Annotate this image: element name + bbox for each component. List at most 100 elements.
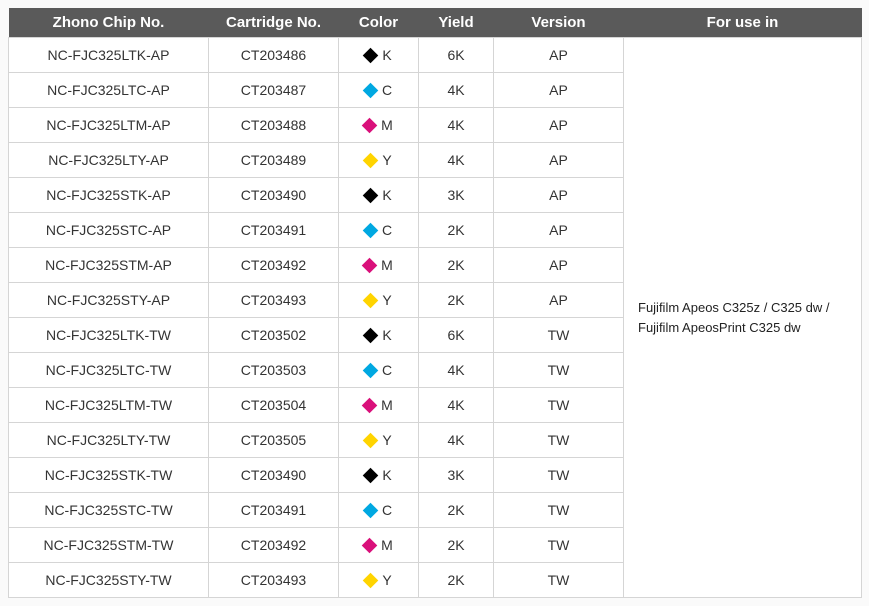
cell-version: TW <box>494 528 624 563</box>
cell-chip: NC-FJC325LTK-TW <box>9 318 209 353</box>
color-code: C <box>382 82 392 98</box>
color-code: C <box>382 502 392 518</box>
cell-color: K <box>339 318 419 353</box>
color-swatch-icon <box>363 293 379 309</box>
color-code: M <box>381 397 393 413</box>
cell-chip: NC-FJC325LTK-AP <box>9 38 209 73</box>
cell-yield: 2K <box>419 563 494 598</box>
cell-yield: 2K <box>419 213 494 248</box>
color-swatch-icon <box>363 153 379 169</box>
cell-cart: CT203489 <box>209 143 339 178</box>
cell-color: M <box>339 248 419 283</box>
cell-version: AP <box>494 283 624 318</box>
cell-cart: CT203487 <box>209 73 339 108</box>
cell-cart: CT203503 <box>209 353 339 388</box>
cell-version: AP <box>494 108 624 143</box>
header-chip: Zhono Chip No. <box>9 8 209 38</box>
cell-color: M <box>339 388 419 423</box>
cell-cart: CT203505 <box>209 423 339 458</box>
color-code: Y <box>382 292 391 308</box>
cell-color: K <box>339 178 419 213</box>
cell-version: TW <box>494 353 624 388</box>
color-code: K <box>382 467 391 483</box>
cell-version: AP <box>494 73 624 108</box>
color-swatch-icon <box>363 223 379 239</box>
cell-yield: 2K <box>419 493 494 528</box>
cell-cart: CT203492 <box>209 248 339 283</box>
cell-color: M <box>339 108 419 143</box>
cell-yield: 3K <box>419 178 494 213</box>
cell-yield: 4K <box>419 143 494 178</box>
color-code: C <box>382 362 392 378</box>
color-code: M <box>381 117 393 133</box>
cell-version: AP <box>494 178 624 213</box>
color-swatch-icon <box>363 433 379 449</box>
cell-color: C <box>339 73 419 108</box>
cell-yield: 2K <box>419 248 494 283</box>
cell-chip: NC-FJC325LTY-AP <box>9 143 209 178</box>
cell-version: TW <box>494 493 624 528</box>
cell-cart: CT203493 <box>209 563 339 598</box>
cell-color: C <box>339 493 419 528</box>
color-code: M <box>381 537 393 553</box>
cell-yield: 4K <box>419 108 494 143</box>
color-swatch-icon <box>363 468 379 484</box>
cell-version: AP <box>494 143 624 178</box>
cell-cart: CT203490 <box>209 178 339 213</box>
cell-version: TW <box>494 318 624 353</box>
color-swatch-icon <box>363 363 379 379</box>
color-code: K <box>382 47 391 63</box>
color-swatch-icon <box>362 258 378 274</box>
color-code: Y <box>382 432 391 448</box>
cell-version: TW <box>494 458 624 493</box>
cell-cart: CT203491 <box>209 493 339 528</box>
cell-version: TW <box>494 388 624 423</box>
cell-version: TW <box>494 423 624 458</box>
cell-yield: 2K <box>419 528 494 563</box>
cell-chip: NC-FJC325STC-AP <box>9 213 209 248</box>
header-color: Color <box>339 8 419 38</box>
cell-chip: NC-FJC325STM-AP <box>9 248 209 283</box>
color-swatch-icon <box>363 188 379 204</box>
cell-yield: 4K <box>419 388 494 423</box>
cell-chip: NC-FJC325STK-AP <box>9 178 209 213</box>
cell-color: C <box>339 353 419 388</box>
color-code: M <box>381 257 393 273</box>
cell-yield: 4K <box>419 353 494 388</box>
color-swatch-icon <box>362 398 378 414</box>
cell-cart: CT203504 <box>209 388 339 423</box>
cell-yield: 4K <box>419 73 494 108</box>
color-swatch-icon <box>363 573 379 589</box>
cell-chip: NC-FJC325STC-TW <box>9 493 209 528</box>
color-swatch-icon <box>362 118 378 134</box>
cell-cart: CT203492 <box>209 528 339 563</box>
cell-cart: CT203490 <box>209 458 339 493</box>
cell-version: TW <box>494 563 624 598</box>
cell-version: AP <box>494 213 624 248</box>
color-swatch-icon <box>363 48 379 64</box>
header-yield: Yield <box>419 8 494 38</box>
cell-color: C <box>339 213 419 248</box>
cell-yield: 6K <box>419 318 494 353</box>
cell-color: Y <box>339 563 419 598</box>
cell-cart: CT203493 <box>209 283 339 318</box>
cell-color: Y <box>339 283 419 318</box>
cell-chip: NC-FJC325STK-TW <box>9 458 209 493</box>
cell-for-use-in: Fujifilm Apeos C325z / C325 dw / Fujifil… <box>624 38 862 598</box>
cell-chip: NC-FJC325STM-TW <box>9 528 209 563</box>
cell-version: AP <box>494 38 624 73</box>
cell-chip: NC-FJC325LTY-TW <box>9 423 209 458</box>
cell-chip: NC-FJC325STY-TW <box>9 563 209 598</box>
color-swatch-icon <box>363 83 379 99</box>
color-code: K <box>382 327 391 343</box>
cell-color: Y <box>339 423 419 458</box>
header-cart: Cartridge No. <box>209 8 339 38</box>
color-code: C <box>382 222 392 238</box>
color-swatch-icon <box>362 538 378 554</box>
color-swatch-icon <box>363 503 379 519</box>
cell-yield: 4K <box>419 423 494 458</box>
chip-table: Zhono Chip No. Cartridge No. Color Yield… <box>8 8 862 598</box>
header-version: Version <box>494 8 624 38</box>
cell-yield: 2K <box>419 283 494 318</box>
color-swatch-icon <box>363 328 379 344</box>
